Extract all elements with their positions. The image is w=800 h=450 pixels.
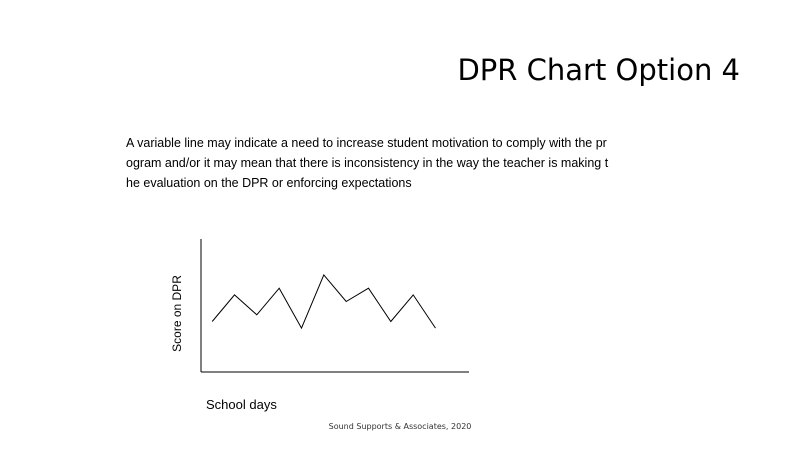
chart-plot: Score on DPR — [170, 239, 469, 373]
description-line: he evaluation on the DPR or enforcing ex… — [126, 176, 412, 190]
series-line — [211, 273, 436, 330]
x-axis-label: School days — [206, 397, 277, 412]
description-line: A variable line may indicate a need to i… — [126, 136, 607, 150]
slide-title: DPR Chart Option 4 — [457, 53, 740, 87]
footer-credit: Sound Supports & Associates, 2020 — [328, 422, 472, 431]
y-axis-label: Score on DPR — [170, 275, 184, 352]
description-line: ogram and/or it may mean that there is i… — [126, 156, 609, 170]
dpr-line-chart: Score on DPR School days — [150, 225, 490, 425]
description-text: A variable line may indicate a need to i… — [126, 133, 656, 193]
